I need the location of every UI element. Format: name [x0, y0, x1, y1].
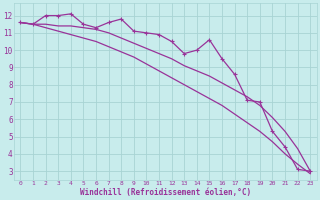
X-axis label: Windchill (Refroidissement éolien,°C): Windchill (Refroidissement éolien,°C) [80, 188, 251, 197]
